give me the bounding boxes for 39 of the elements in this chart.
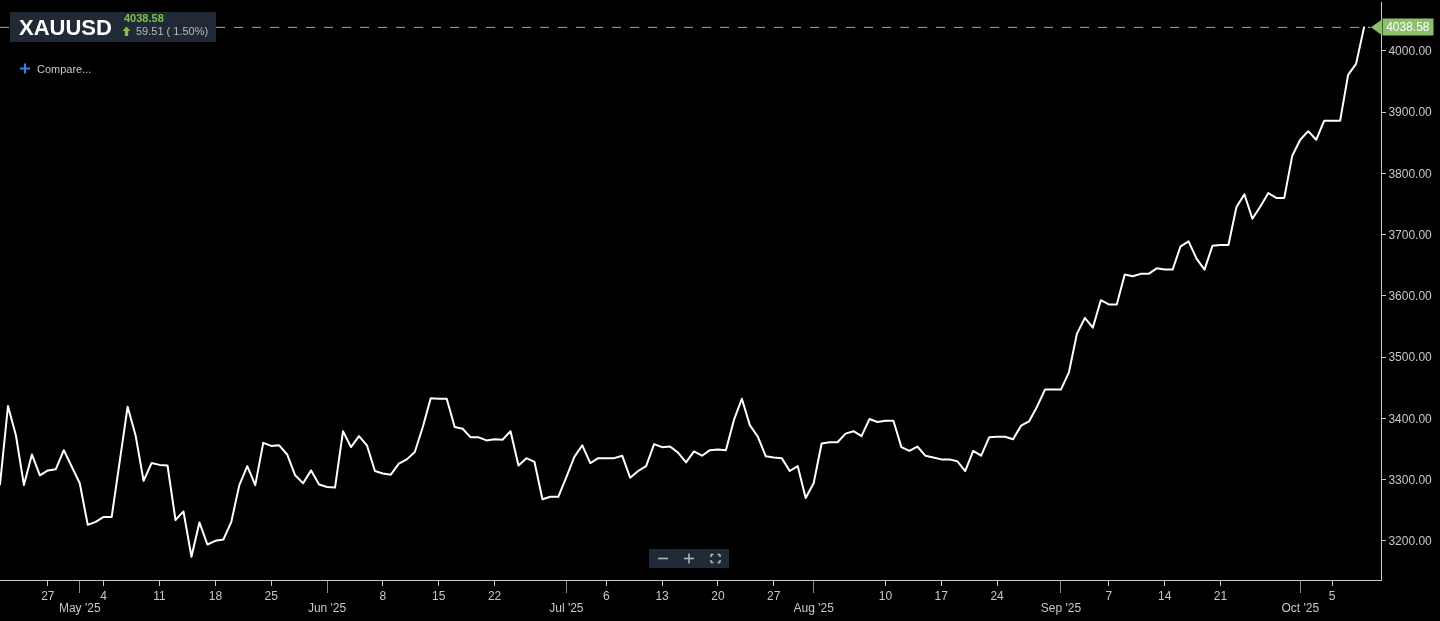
y-tick-label: 3900.00 xyxy=(1388,105,1433,120)
y-tick-label: 3800.00 xyxy=(1388,166,1433,181)
text: XAUUSD xyxy=(19,15,112,41)
x-tick-label: 27 xyxy=(41,589,55,604)
x-tick-label: 5 xyxy=(1328,589,1336,604)
x-tick-label: 25 xyxy=(264,589,279,604)
annotation: Compare... xyxy=(37,63,92,75)
x-tick-label: 13 xyxy=(655,589,670,604)
x-tick-label: 15 xyxy=(432,589,446,604)
y-tick-label: 4000.00 xyxy=(1388,44,1433,59)
text: 4038.58 xyxy=(124,12,164,24)
x-tick-label: 7 xyxy=(1105,589,1113,604)
ref-line-label: 4038.58 xyxy=(1386,20,1430,34)
x2-tick-label: Sep '25 xyxy=(1040,601,1082,616)
x-tick-label: 8 xyxy=(379,589,387,604)
x-tick-label: 20 xyxy=(711,589,725,604)
x-tick-label: 10 xyxy=(878,589,893,604)
x2-tick-label: May '25 xyxy=(58,601,101,616)
y-tick-label: 3600.00 xyxy=(1388,289,1433,304)
x-tick-label: 14 xyxy=(1157,589,1172,604)
x-tick-label: 27 xyxy=(767,589,781,604)
x2-tick-label: Jul '25 xyxy=(549,601,584,616)
x-tick-label: 11 xyxy=(153,589,167,604)
x-tick-label: 6 xyxy=(602,589,610,604)
x-tick-label: 17 xyxy=(934,589,949,604)
y-tick-label: 3700.00 xyxy=(1388,227,1433,242)
x-tick-label: 4 xyxy=(100,589,108,604)
x-tick-label: 24 xyxy=(990,589,1005,604)
annotation: 59.51 ( 1.50%) xyxy=(136,25,209,37)
x-tick-label: 21 xyxy=(1213,589,1228,604)
y-tick-label: 3300.00 xyxy=(1388,472,1433,487)
x2-tick-label: Jun '25 xyxy=(307,601,347,616)
x2-tick-label: Oct '25 xyxy=(1281,601,1320,616)
y-tick-label: 3200.00 xyxy=(1388,534,1433,549)
y-tick-label: 3500.00 xyxy=(1388,350,1433,365)
x2-tick-label: Aug '25 xyxy=(793,601,835,616)
x-tick-label: 18 xyxy=(208,589,223,604)
y-tick-label: 3400.00 xyxy=(1388,411,1433,426)
x-tick-label: 22 xyxy=(487,589,502,604)
